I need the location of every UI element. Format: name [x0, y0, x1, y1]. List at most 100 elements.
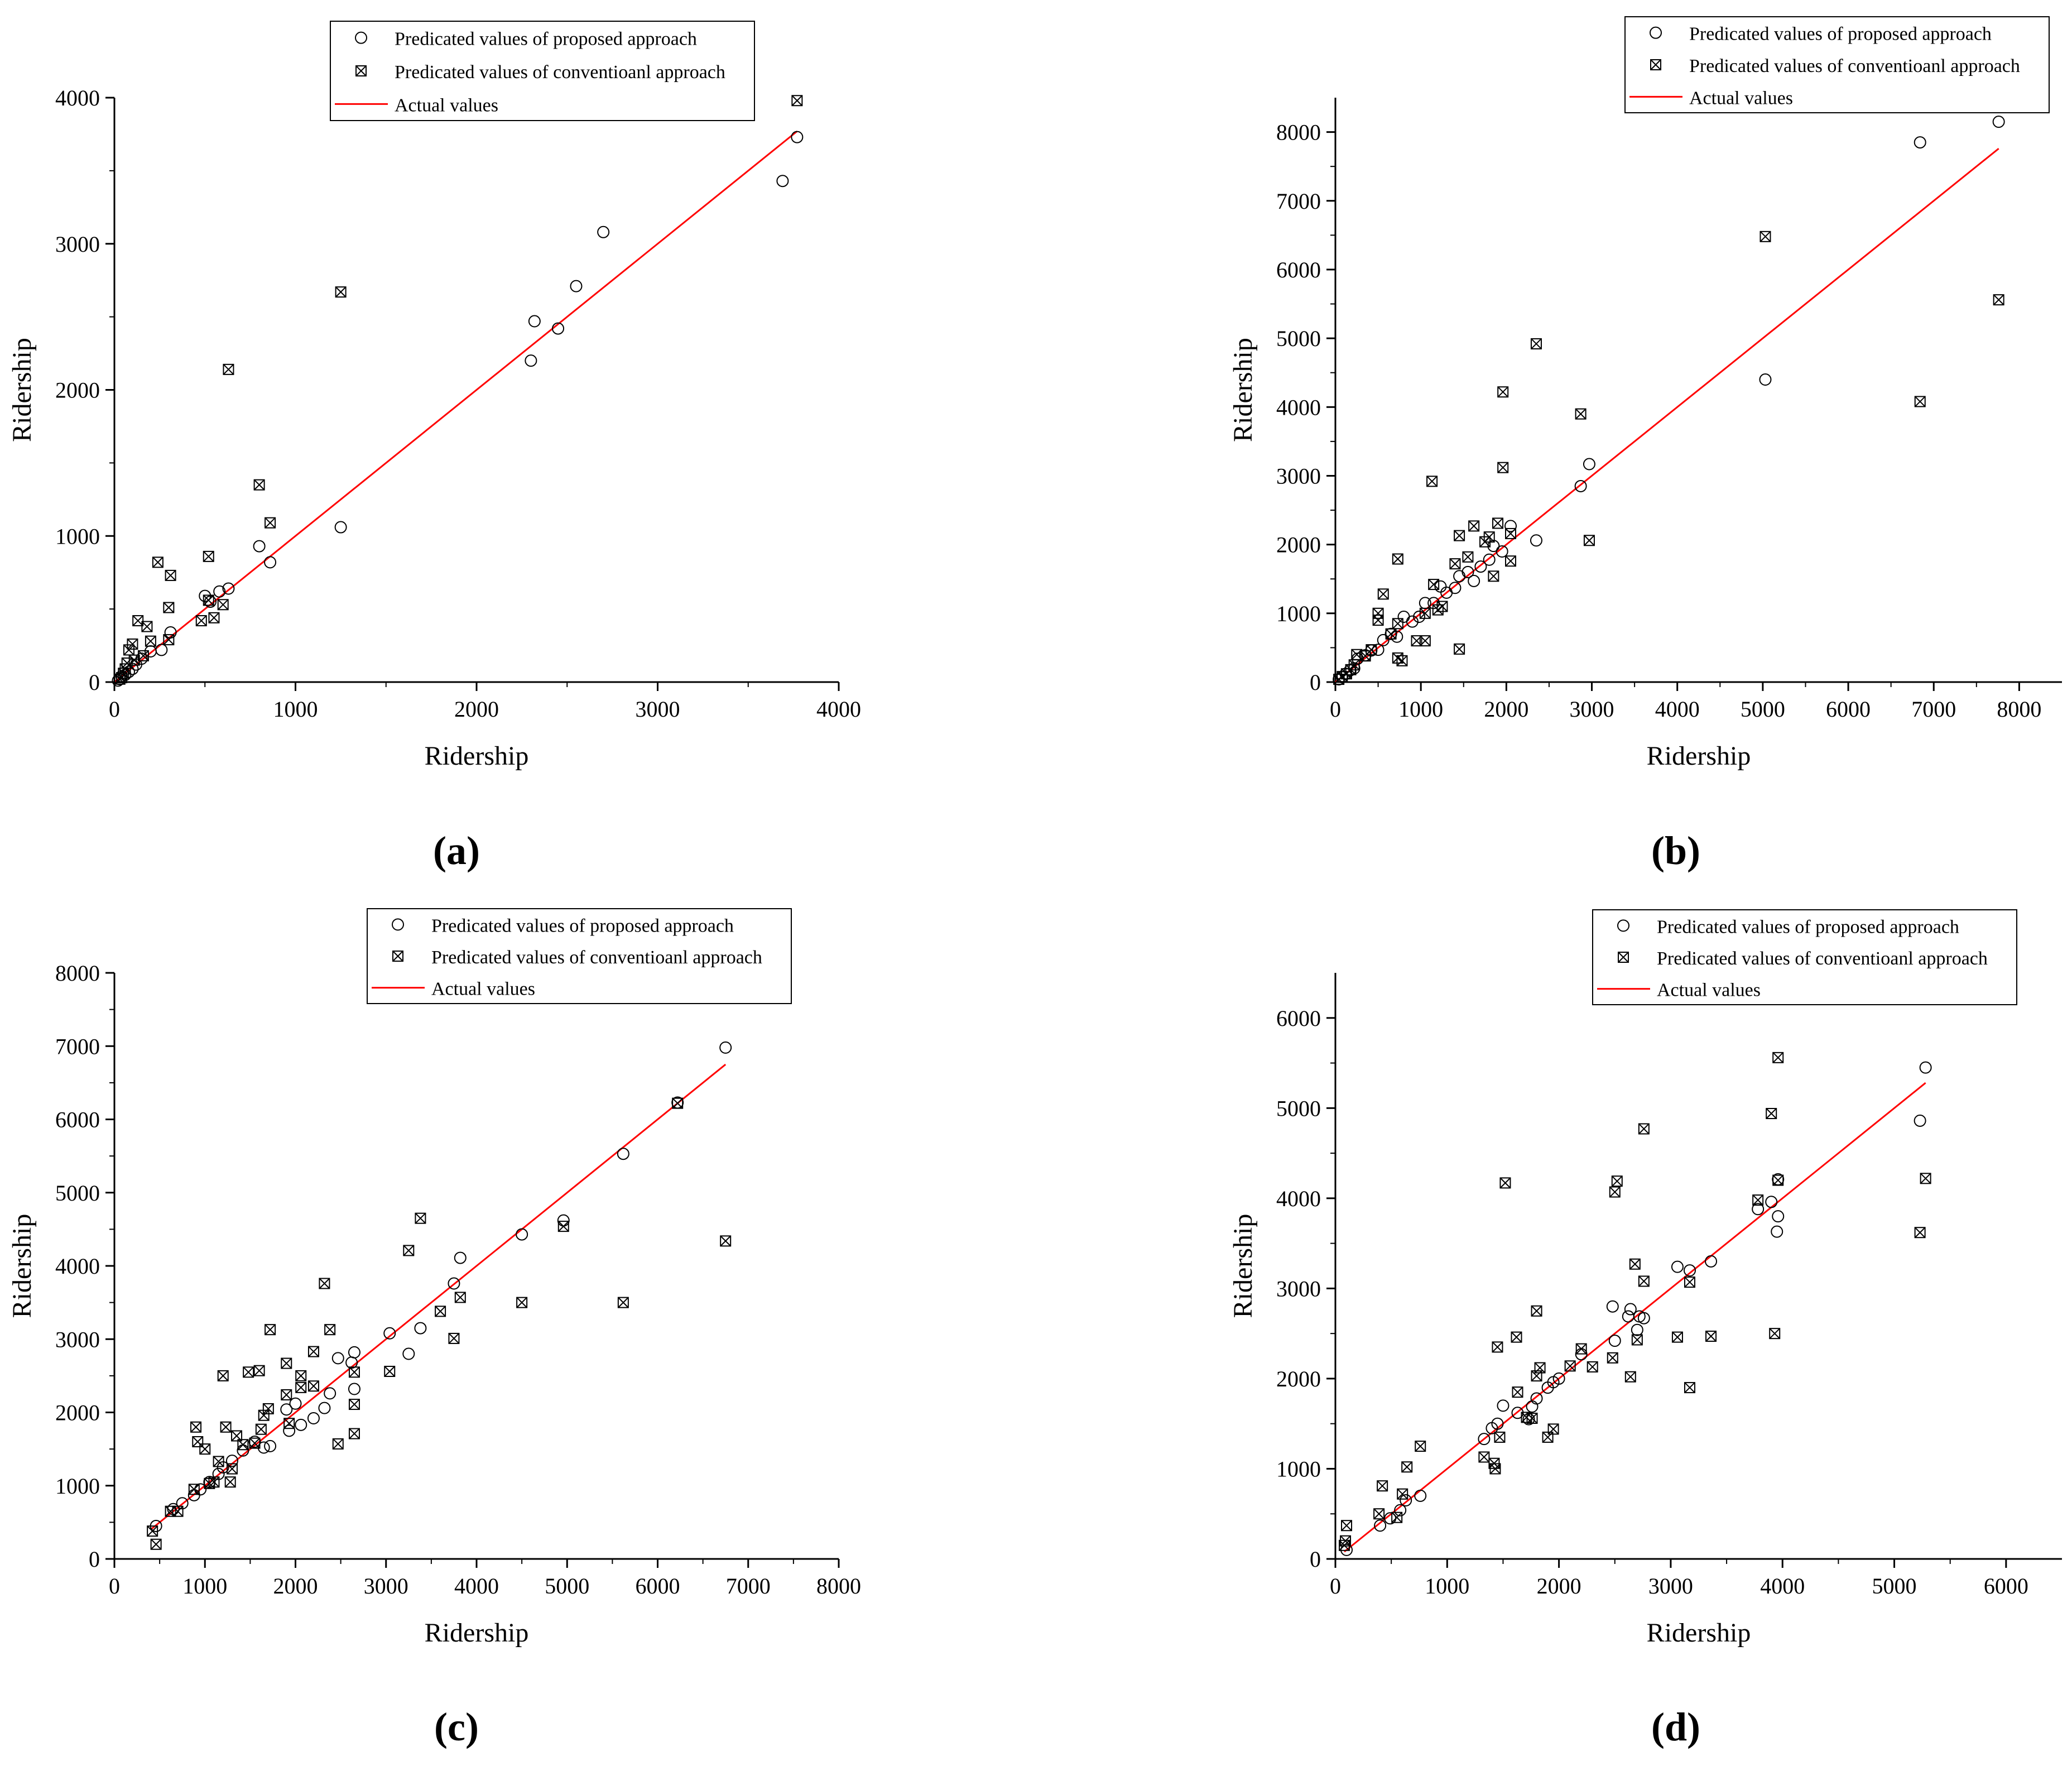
y-axis-label: Ridership	[7, 338, 37, 442]
conventional-point	[348, 1366, 360, 1378]
conventional-point	[1505, 555, 1517, 567]
x-tick-label: 7000	[726, 1573, 771, 1599]
proposed-point	[448, 1277, 460, 1290]
proposed-point	[597, 225, 610, 238]
conventional-point	[253, 479, 265, 491]
conventional-point	[1372, 615, 1384, 626]
conventional-point	[1684, 1382, 1695, 1394]
x-axis-label: Ridership	[425, 1618, 529, 1648]
conventional-point	[195, 615, 207, 627]
conventional-point	[1772, 1174, 1784, 1186]
marker-cross	[165, 570, 176, 581]
marker-box	[192, 1436, 204, 1447]
proposed-point	[331, 1352, 344, 1365]
marker-cross	[263, 1403, 274, 1414]
marker-box	[1772, 1052, 1784, 1063]
marker-cross	[1462, 551, 1474, 563]
conventional-point	[192, 1436, 204, 1447]
proposed-point	[791, 131, 804, 143]
marker-box	[1772, 1174, 1784, 1186]
marker-box	[249, 1437, 261, 1449]
y-tick-label: 1000	[55, 1474, 100, 1499]
marker-cross	[618, 1297, 629, 1308]
marker-box	[1341, 1520, 1353, 1532]
y-tick-label: 4000	[55, 1254, 100, 1279]
y-tick-label: 2000	[55, 378, 100, 403]
marker-box	[1372, 615, 1384, 626]
marker-cross	[324, 1324, 335, 1335]
marker-cross	[1526, 1413, 1538, 1424]
conventional-point	[283, 1418, 295, 1429]
marker-cross	[349, 1399, 360, 1410]
legend-label-actual: Actual values	[1657, 980, 1761, 1001]
proposed-point	[1468, 574, 1480, 587]
legend-label-actual: Actual values	[1689, 88, 1793, 108]
marker-box	[1359, 650, 1371, 662]
marker-box	[217, 599, 229, 611]
marker-cross	[558, 1221, 569, 1232]
x-tick-label: 2000	[1484, 697, 1528, 722]
conventional-point	[217, 599, 229, 611]
marker-box	[1449, 558, 1461, 570]
marker-box	[1492, 1341, 1503, 1353]
conventional-point	[617, 1297, 629, 1308]
conventional-point	[1377, 588, 1389, 600]
conventional-point	[1454, 530, 1465, 541]
conventional-point	[1432, 604, 1444, 616]
marker-box	[281, 1389, 292, 1400]
x-tick-label: 0	[109, 1573, 120, 1599]
marker-box	[1373, 1508, 1385, 1520]
marker-box	[1505, 527, 1517, 539]
marker-cross	[217, 599, 229, 610]
proposed-point	[1541, 1381, 1554, 1394]
marker-box	[1542, 1431, 1554, 1443]
marker-box	[165, 569, 176, 581]
proposed-point	[454, 1251, 467, 1264]
conventional-point	[1542, 1431, 1554, 1443]
marker-cross	[1993, 294, 2004, 305]
x-tick-label: 1000	[1398, 697, 1443, 722]
marker-box	[435, 1306, 446, 1317]
marker-cross	[1766, 1108, 1777, 1119]
marker-cross	[384, 1366, 395, 1377]
marker-box	[1587, 1361, 1598, 1373]
marker-cross	[1499, 1177, 1511, 1189]
marker-box	[114, 673, 126, 685]
marker-box	[392, 951, 403, 962]
y-tick-label: 4000	[1276, 1186, 1321, 1211]
conventional-point	[1583, 535, 1595, 546]
proposed-point	[155, 644, 168, 656]
marker-cross	[1772, 1174, 1783, 1186]
marker-box	[163, 602, 175, 613]
y-tick-label: 5000	[55, 1180, 100, 1206]
proposed-point	[1526, 1400, 1539, 1413]
marker-cross	[196, 615, 207, 626]
marker-cross	[281, 1389, 292, 1400]
marker-cross	[1915, 396, 1926, 407]
marker-cross	[1454, 644, 1465, 655]
marker-cross	[1531, 1306, 1542, 1317]
marker-cross	[1392, 652, 1403, 664]
marker-box	[203, 594, 214, 606]
x-tick-label: 3000	[1648, 1573, 1693, 1599]
conventional-point	[1449, 558, 1461, 570]
marker-box	[1462, 551, 1474, 563]
marker-box	[1392, 618, 1403, 630]
proposed-point	[348, 1346, 360, 1359]
legend-label-conventional: Predicated values of conventioanl approa…	[395, 62, 725, 83]
marker-box	[141, 621, 153, 632]
proposed-point	[222, 582, 235, 595]
marker-box	[1497, 386, 1509, 398]
marker-cross	[243, 1366, 254, 1378]
x-tick-label: 4000	[1760, 1573, 1805, 1599]
marker-cross	[1584, 535, 1595, 546]
marker-box	[231, 1430, 243, 1442]
marker-cross	[189, 1484, 200, 1495]
proposed-point	[1606, 1300, 1619, 1313]
marker-cross	[455, 1292, 466, 1303]
marker-box	[1531, 1370, 1542, 1382]
marker-box	[195, 615, 207, 627]
marker-cross	[1401, 1461, 1412, 1472]
proposed-point	[1419, 597, 1431, 610]
marker-cross	[249, 1437, 261, 1449]
